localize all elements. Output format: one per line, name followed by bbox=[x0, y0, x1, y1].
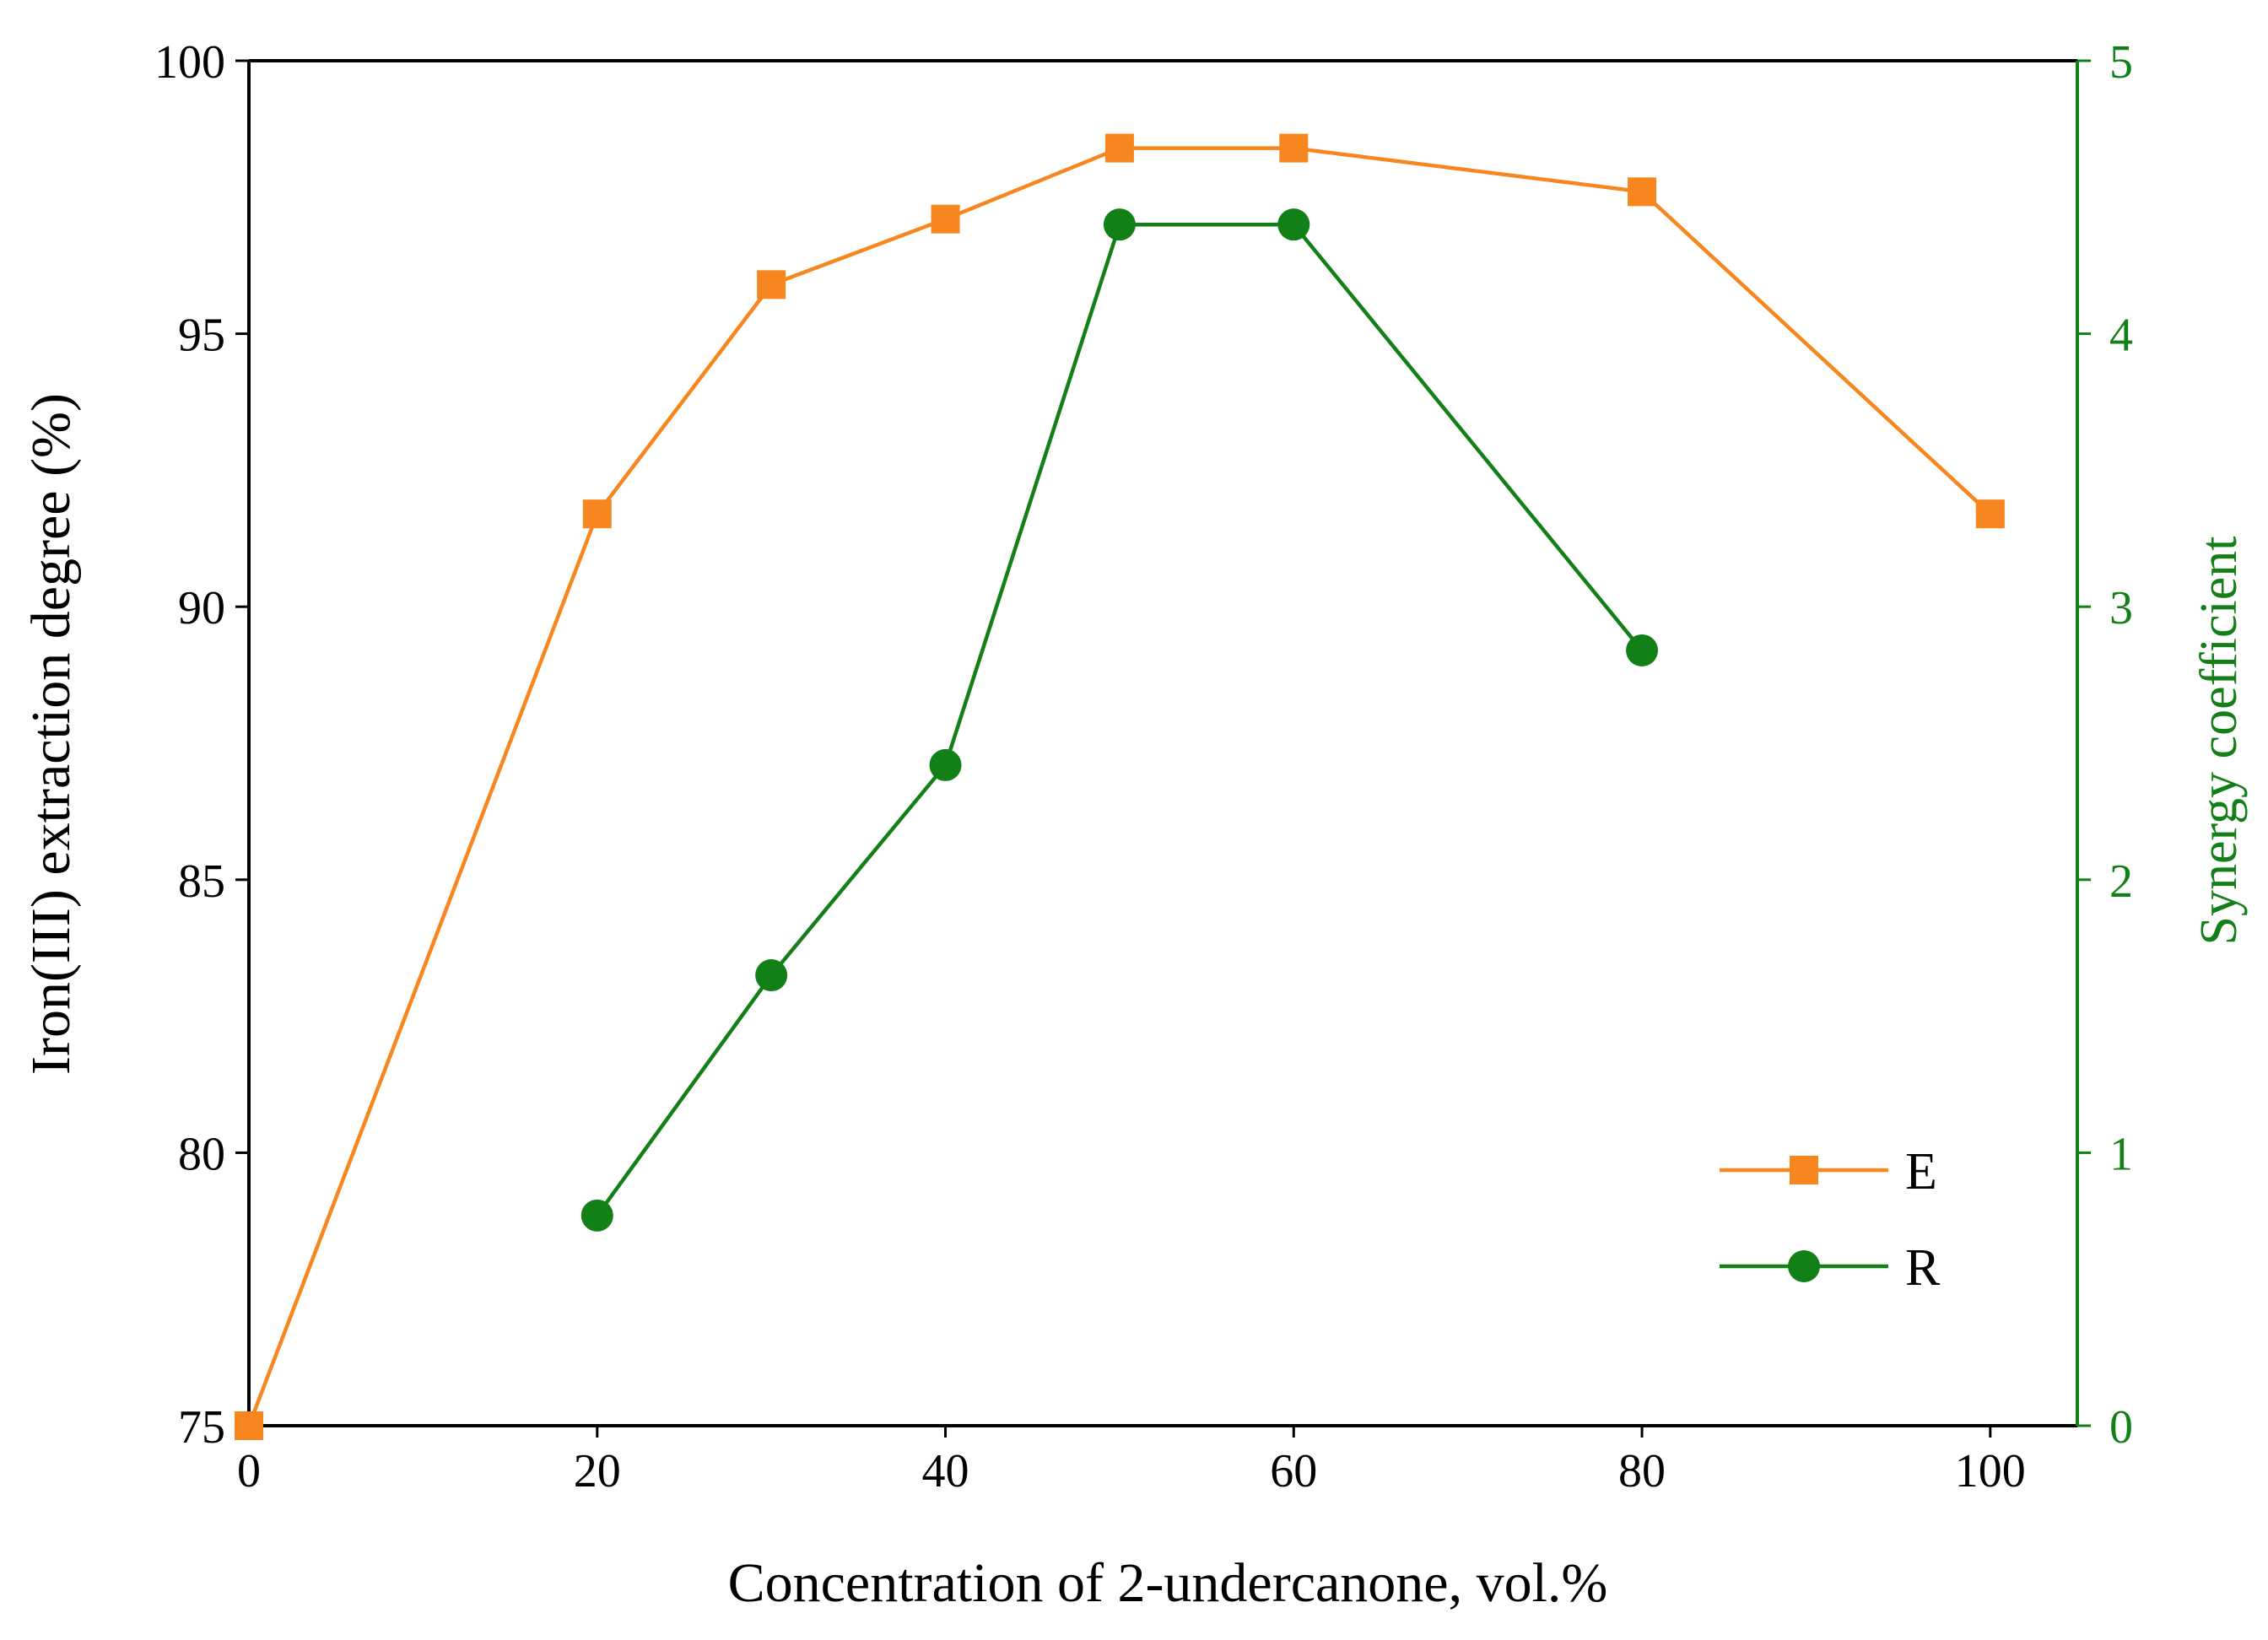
series-e-point bbox=[931, 204, 960, 234]
y-right-tick-label: 4 bbox=[2109, 310, 2133, 362]
series-e-point bbox=[1628, 177, 1657, 207]
y-right-tick-label: 0 bbox=[2109, 1401, 2133, 1454]
x-tick-label: 40 bbox=[922, 1445, 969, 1497]
y-left-tick-label: 90 bbox=[178, 582, 225, 634]
x-axis-label: Concentration of 2-undercanone, vol.% bbox=[728, 1552, 1608, 1614]
series-e-point bbox=[1104, 133, 1134, 163]
x-tick-label: 60 bbox=[1270, 1445, 1317, 1497]
series-e-point bbox=[235, 1411, 263, 1440]
legend-r-marker bbox=[1788, 1250, 1820, 1282]
y-axis-right-label: Synergy coefficient bbox=[2190, 537, 2248, 946]
y-right-tick-label: 3 bbox=[2109, 582, 2133, 634]
y-right-tick-label: 2 bbox=[2109, 855, 2133, 908]
series-r-point bbox=[1277, 208, 1310, 241]
labels-layer: Concentration of 2-undercanone, vol.% Ir… bbox=[20, 393, 2248, 1614]
series-e-point bbox=[1975, 499, 2005, 529]
y-right-tick-label: 5 bbox=[2109, 36, 2133, 89]
ticks-layer: 0 20 40 60 80 100 75 80 85 90 95 100 0 1 2 3 4 5 bbox=[154, 36, 2133, 1497]
legend-e-marker bbox=[1790, 1156, 1818, 1184]
series-e-point bbox=[582, 499, 612, 529]
legend: ER bbox=[1720, 1143, 1941, 1297]
y-right-tick-label: 1 bbox=[2109, 1128, 2133, 1180]
series-r-line bbox=[595, 222, 1644, 1217]
series-e-point bbox=[1279, 133, 1309, 163]
y-left-tick-label: 80 bbox=[178, 1128, 225, 1180]
series-r-point bbox=[1103, 208, 1136, 241]
series-r-point bbox=[1626, 634, 1659, 666]
y-axis-left-label: Iron(III) extraction degree (%) bbox=[20, 393, 82, 1075]
legend-e-label: E bbox=[1905, 1143, 1937, 1200]
x-tick-label: 100 bbox=[1955, 1445, 2026, 1497]
x-tick-label: 0 bbox=[237, 1445, 261, 1497]
y-left-tick-label: 100 bbox=[154, 36, 225, 89]
x-tick-label: 20 bbox=[574, 1445, 621, 1497]
series-layer bbox=[235, 133, 2005, 1440]
legend-r-label: R bbox=[1905, 1239, 1941, 1297]
y-left-tick-label: 95 bbox=[178, 310, 225, 362]
series-e-line bbox=[246, 146, 1992, 1427]
x-tick-label: 80 bbox=[1618, 1445, 1666, 1497]
series-r-point bbox=[929, 748, 962, 781]
series-r-point bbox=[755, 959, 788, 992]
y-left-tick-label: 75 bbox=[178, 1401, 225, 1454]
series-e-point bbox=[757, 270, 786, 299]
plot-frame bbox=[247, 59, 2079, 1427]
y-left-tick-label: 85 bbox=[178, 855, 225, 908]
series-r-point bbox=[580, 1199, 613, 1232]
